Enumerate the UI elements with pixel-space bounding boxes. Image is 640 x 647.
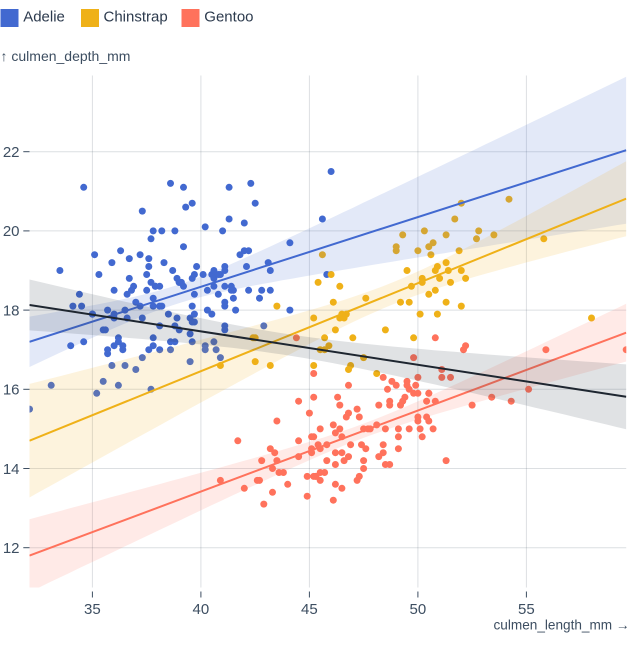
- svg-text:↑ culmen_depth_mm: ↑ culmen_depth_mm: [1, 48, 131, 64]
- svg-text:18: 18: [3, 302, 20, 319]
- svg-text:35: 35: [84, 601, 101, 618]
- svg-text:40: 40: [193, 601, 210, 618]
- svg-text:16: 16: [3, 382, 20, 399]
- svg-text:Chinstrap: Chinstrap: [104, 9, 168, 26]
- svg-text:55: 55: [518, 601, 535, 618]
- svg-text:12: 12: [3, 540, 20, 557]
- svg-text:14: 14: [3, 461, 20, 478]
- svg-text:50: 50: [410, 601, 427, 618]
- svg-text:20: 20: [3, 223, 20, 240]
- svg-text:Adelie: Adelie: [23, 9, 65, 26]
- svg-text:45: 45: [301, 601, 318, 618]
- svg-text:culmen_length_mm →: culmen_length_mm →: [494, 618, 630, 633]
- svg-text:Gentoo: Gentoo: [204, 9, 253, 26]
- svg-text:22: 22: [3, 144, 20, 161]
